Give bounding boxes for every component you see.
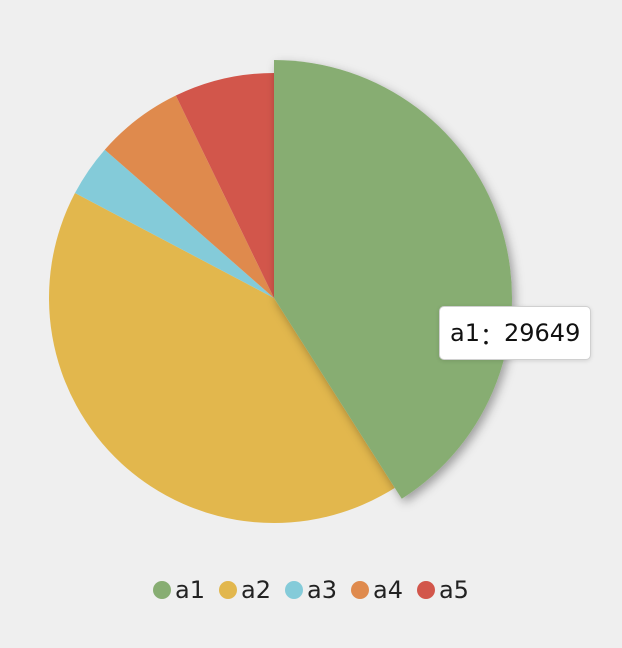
pie-slice-a5[interactable]: [175, 73, 274, 298]
tooltip: a1： 29649: [439, 306, 592, 360]
pie-slice-a4[interactable]: [104, 95, 274, 298]
legend-item-a1[interactable]: a1: [153, 576, 205, 604]
legend-marker-icon: [350, 581, 369, 599]
legend-label: a3: [307, 576, 337, 604]
legend-item-a4[interactable]: a4: [350, 576, 403, 604]
legend-marker-icon: [219, 581, 238, 599]
legend-marker-icon: [285, 581, 303, 599]
legend-marker-icon: [153, 581, 172, 599]
pie-slice-a1[interactable]: [274, 60, 512, 499]
legend-label: a2: [241, 576, 271, 604]
tooltip-label: a1: [450, 319, 480, 347]
legend-label: a5: [438, 576, 469, 604]
legend-item-a3[interactable]: a3: [285, 576, 337, 604]
legend-item-a5[interactable]: a5: [416, 576, 469, 604]
legend-label: a4: [372, 576, 403, 604]
pie-slice-a2[interactable]: [48, 193, 395, 524]
pie-slices: [48, 60, 512, 524]
tooltip-value: 29649: [503, 319, 581, 347]
legend-label: a1: [175, 576, 206, 604]
pie-slice-a3[interactable]: [74, 149, 274, 298]
legend: a1 a2 a3 a4 a5: [0, 572, 622, 608]
legend-marker-icon: [416, 581, 435, 599]
legend-item-a2[interactable]: a2: [219, 576, 271, 604]
tooltip-separator: ：: [479, 321, 504, 350]
